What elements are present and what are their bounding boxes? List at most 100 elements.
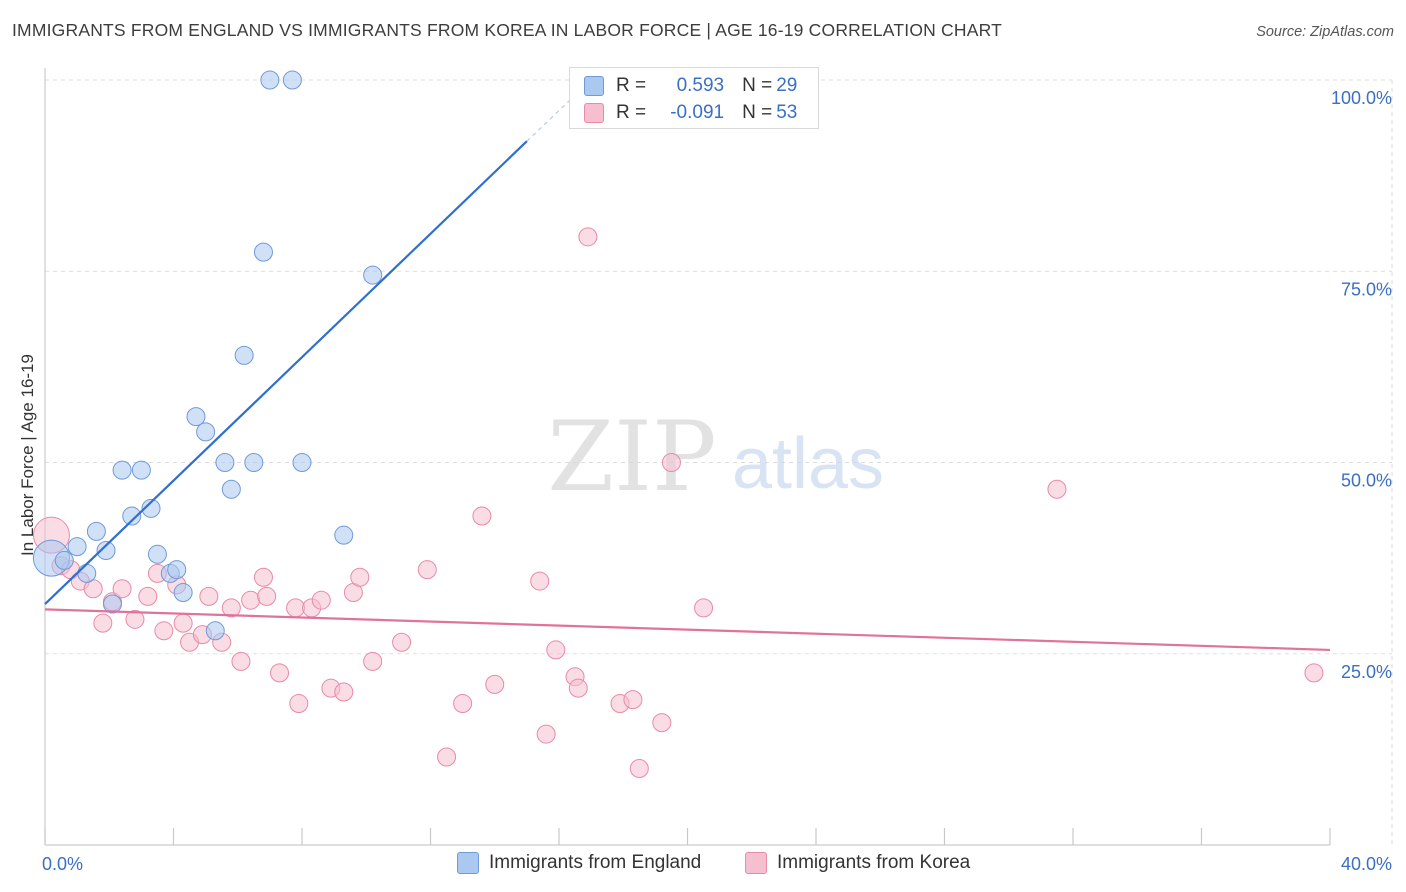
stats-r-label-england: R =	[616, 75, 647, 96]
y-tick-label-50: 50.0%	[1341, 471, 1392, 491]
trend-lines	[44, 79, 1331, 652]
stats-row-korea: R = -0.091 N = 53	[584, 100, 797, 126]
korea-point-20	[241, 590, 261, 610]
england-point-15	[186, 407, 206, 427]
y-axis-label: In Labor Force | Age 16-19	[18, 354, 37, 556]
legend: Immigrants from England Immigrants from …	[0, 852, 1406, 878]
stats-r-value-england: 0.593	[676, 75, 725, 96]
england-point-2	[67, 537, 87, 557]
england-point-24	[282, 70, 302, 90]
legend-label-england: Immigrants from England	[489, 852, 702, 873]
korea-point-48	[652, 713, 672, 733]
stats-swatch-korea	[584, 103, 604, 123]
korea-point-46	[623, 690, 643, 710]
korea-point-32	[363, 651, 383, 671]
korea-point-44	[578, 227, 598, 247]
korea-point-21	[253, 567, 273, 587]
england-point-10	[141, 498, 161, 518]
korea-point-41	[546, 640, 566, 660]
england-point-1	[54, 550, 74, 570]
korea-point-29	[334, 682, 354, 702]
england-point-9	[131, 460, 151, 480]
england-point-22	[253, 242, 273, 262]
korea-point-9	[138, 586, 158, 606]
x-tick-label-0: 0.0%	[42, 854, 83, 874]
england-point-11	[147, 544, 167, 564]
korea-point-24	[286, 598, 306, 618]
legend-item-england[interactable]: Immigrants from England	[457, 852, 701, 874]
england-point-14	[173, 583, 193, 603]
korea-point-7	[112, 579, 132, 599]
korea-trend-line	[44, 608, 1331, 652]
y-tick-label-25: 25.0%	[1341, 662, 1392, 682]
korea-point-49	[661, 453, 681, 472]
stats-n-value-england: 29	[776, 75, 798, 96]
stats-n-label-korea: N =	[742, 102, 773, 123]
korea-point-13	[173, 613, 193, 633]
korea-point-18	[221, 598, 241, 618]
korea-point-40	[536, 724, 556, 744]
england-trend-line	[44, 140, 528, 605]
y-tick-label-75: 75.0%	[1341, 279, 1392, 299]
england-point-13	[167, 560, 187, 580]
korea-point-27	[311, 590, 331, 610]
stats-n-value-korea: 53	[776, 102, 798, 123]
england-point-25	[292, 453, 312, 472]
watermark-atlas: atlas	[732, 424, 884, 504]
england-point-17	[205, 621, 225, 641]
legend-swatch-england	[457, 852, 479, 874]
watermark-zip: ZIP	[547, 401, 716, 513]
korea-point-23	[270, 663, 290, 683]
x-tick-label-40: 40.0%	[1341, 854, 1392, 874]
legend-label-korea: Immigrants from Korea	[777, 852, 971, 873]
korea-point-33	[392, 632, 412, 652]
korea-point-19	[231, 651, 251, 671]
england-point-20	[234, 345, 254, 365]
korea-point-35	[437, 747, 457, 767]
korea-point-8	[125, 609, 145, 629]
stats-n-label-england: N =	[742, 75, 773, 96]
korea-point-52	[1304, 663, 1324, 683]
england-point-27	[363, 265, 383, 285]
england-point-18	[215, 453, 235, 472]
korea-point-34	[417, 560, 437, 580]
england-point-19	[221, 479, 241, 499]
legend-item-korea[interactable]: Immigrants from Korea	[745, 852, 970, 874]
england-point-16	[196, 422, 216, 442]
england-point-4	[86, 521, 106, 541]
korea-point-39	[530, 571, 550, 591]
stats-box: R = 0.593 N = 29 R = -0.091 N = 53	[569, 67, 819, 129]
england-point-26	[334, 525, 354, 545]
stats-r-value-korea: -0.091	[670, 102, 725, 123]
england-point-6	[102, 594, 122, 614]
axes	[44, 68, 1331, 846]
korea-point-51	[1047, 479, 1067, 499]
korea-point-5	[93, 613, 113, 633]
stats-r-label-korea: R =	[616, 102, 647, 123]
source-label: Source: ZipAtlas.com	[1256, 24, 1394, 40]
korea-point-37	[472, 506, 492, 526]
england-point-5	[96, 540, 116, 560]
korea-point-43	[568, 678, 588, 698]
stats-row-england: R = 0.593 N = 29	[584, 73, 797, 99]
england-point-3	[77, 563, 97, 583]
korea-point-38	[485, 674, 505, 694]
korea-point-16	[199, 586, 219, 606]
korea-point-22	[257, 586, 277, 606]
korea-point-11	[154, 621, 174, 641]
watermark: ZIP atlas	[547, 401, 884, 513]
england-points	[32, 70, 383, 641]
stats-swatch-england	[584, 76, 604, 96]
england-point-7	[112, 460, 132, 480]
korea-point-31	[350, 567, 370, 587]
y-tick-label-100: 100.0%	[1331, 88, 1392, 108]
england-point-8	[122, 506, 142, 526]
legend-swatch-korea	[745, 852, 767, 874]
england-point-21	[244, 453, 264, 472]
korea-point-36	[453, 693, 473, 713]
england-point-23	[260, 70, 280, 90]
korea-point-47	[629, 759, 649, 778]
korea-point-25	[289, 693, 309, 713]
korea-point-50	[694, 598, 714, 618]
